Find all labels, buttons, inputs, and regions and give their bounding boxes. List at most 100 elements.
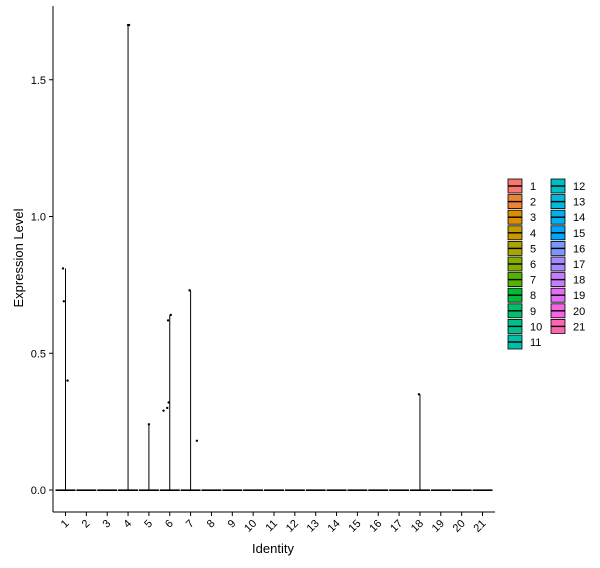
legend-item-14: 14 [550, 209, 585, 225]
violin-11 [264, 489, 284, 491]
data-point [61, 267, 65, 270]
x-tick-label: 14 [326, 518, 343, 535]
plot-area [55, 23, 493, 491]
violin-12 [284, 489, 305, 491]
data-point [188, 289, 191, 292]
data-point [66, 379, 69, 382]
x-tick-label: 18 [409, 518, 426, 535]
violin-17 [389, 489, 410, 491]
x-axis-title: Identity [252, 541, 294, 556]
violin-1 [55, 489, 76, 491]
violin-16 [368, 489, 389, 491]
y-axis-title: Expression Level [11, 208, 26, 307]
violin-13 [305, 489, 326, 491]
legend-label: 3 [530, 212, 536, 224]
x-tick-label: 5 [142, 518, 155, 531]
legend-item-11: 11 [507, 334, 541, 350]
x-tick-label: 4 [121, 518, 134, 531]
y-tick-label: 0.5 [31, 348, 46, 360]
x-tick-label: 11 [264, 518, 281, 535]
legend-label: 16 [573, 243, 585, 255]
legend-label: 9 [530, 306, 536, 318]
data-point [169, 313, 172, 317]
legend-label: 11 [530, 337, 541, 349]
legend-label: 13 [573, 197, 585, 209]
x-tick-label: 7 [184, 518, 197, 531]
data-point [166, 319, 170, 322]
data-point [195, 439, 199, 442]
violin-20 [451, 489, 472, 491]
y-ticks: 0.0 0.5 1.0 1.5 [31, 75, 53, 497]
x-tick-label: 3 [101, 518, 114, 531]
violin-6 [159, 489, 180, 491]
violin-8 [201, 489, 222, 491]
x-tick-label: 17 [388, 518, 405, 535]
data-point [147, 423, 151, 426]
violin-21 [472, 489, 493, 491]
legend-item-21: 21 [550, 318, 585, 334]
x-tick-label: 16 [367, 518, 384, 535]
legend-label: 8 [530, 290, 536, 302]
data-point [127, 23, 131, 27]
legend-item-8: 8 [507, 287, 536, 303]
x-tick-label: 13 [305, 518, 322, 535]
legend-label: 17 [573, 259, 585, 271]
legend-item-13: 13 [550, 194, 585, 210]
data-point [166, 406, 169, 410]
x-tick-label: 15 [346, 518, 363, 535]
x-ticks: 1 2 3 4 5 6 7 8 9 10 11 12 13 14 15 16 17 18 19 20 21 [59, 512, 489, 535]
x-tick-label: 10 [242, 518, 259, 535]
violin-10 [243, 489, 264, 491]
violin-2 [76, 489, 97, 491]
violin-14 [326, 489, 347, 491]
legend-item-6: 6 [507, 256, 536, 272]
legend-label: 6 [530, 259, 536, 271]
legend-label: 1 [530, 181, 536, 193]
violin-4 [118, 489, 139, 491]
legend-label: 21 [573, 321, 585, 333]
axes [52, 6, 495, 513]
legend-label: 10 [530, 321, 542, 333]
violin-18 [409, 489, 430, 491]
legend-item-1: 1 [507, 178, 536, 194]
legend-item-4: 4 [507, 225, 536, 241]
legend-item-20: 20 [550, 303, 585, 319]
legend-item-16: 16 [550, 240, 585, 256]
legend-label: 18 [573, 275, 585, 287]
data-point [167, 401, 170, 404]
legend-item-10: 10 [507, 318, 542, 334]
x-tick-label: 1 [59, 518, 72, 531]
y-tick-label: 1.5 [31, 75, 46, 87]
legend-item-18: 18 [550, 272, 585, 288]
x-tick-label: 2 [80, 518, 93, 531]
violin-9 [222, 489, 243, 491]
x-tick-label: 6 [163, 518, 176, 531]
legend-item-5: 5 [507, 240, 536, 256]
y-tick-label: 1.0 [31, 212, 46, 224]
legend-item-3: 3 [507, 209, 536, 225]
legend-item-9: 9 [507, 303, 536, 319]
legend-item-2: 2 [507, 194, 536, 210]
data-point [162, 409, 165, 412]
legend-item-12: 12 [550, 178, 585, 194]
legend-label: 7 [530, 275, 536, 287]
legend-item-15: 15 [550, 225, 585, 241]
x-tick-label: 12 [284, 518, 301, 535]
data-point [417, 393, 421, 396]
violin-5 [138, 489, 159, 491]
y-tick-label: 0.0 [31, 485, 46, 497]
legend-item-19: 19 [550, 287, 585, 303]
x-tick-label: 19 [430, 518, 447, 535]
x-tick-label: 9 [226, 518, 239, 531]
legend-label: 4 [530, 228, 536, 240]
data-point [62, 300, 66, 303]
x-tick-label: 21 [471, 518, 488, 535]
legend-label: 20 [573, 306, 585, 318]
legend-item-17: 17 [550, 256, 585, 272]
violin-19 [430, 489, 451, 491]
legend-label: 5 [530, 243, 536, 255]
violin-15 [347, 489, 368, 491]
violin-7 [180, 489, 201, 491]
